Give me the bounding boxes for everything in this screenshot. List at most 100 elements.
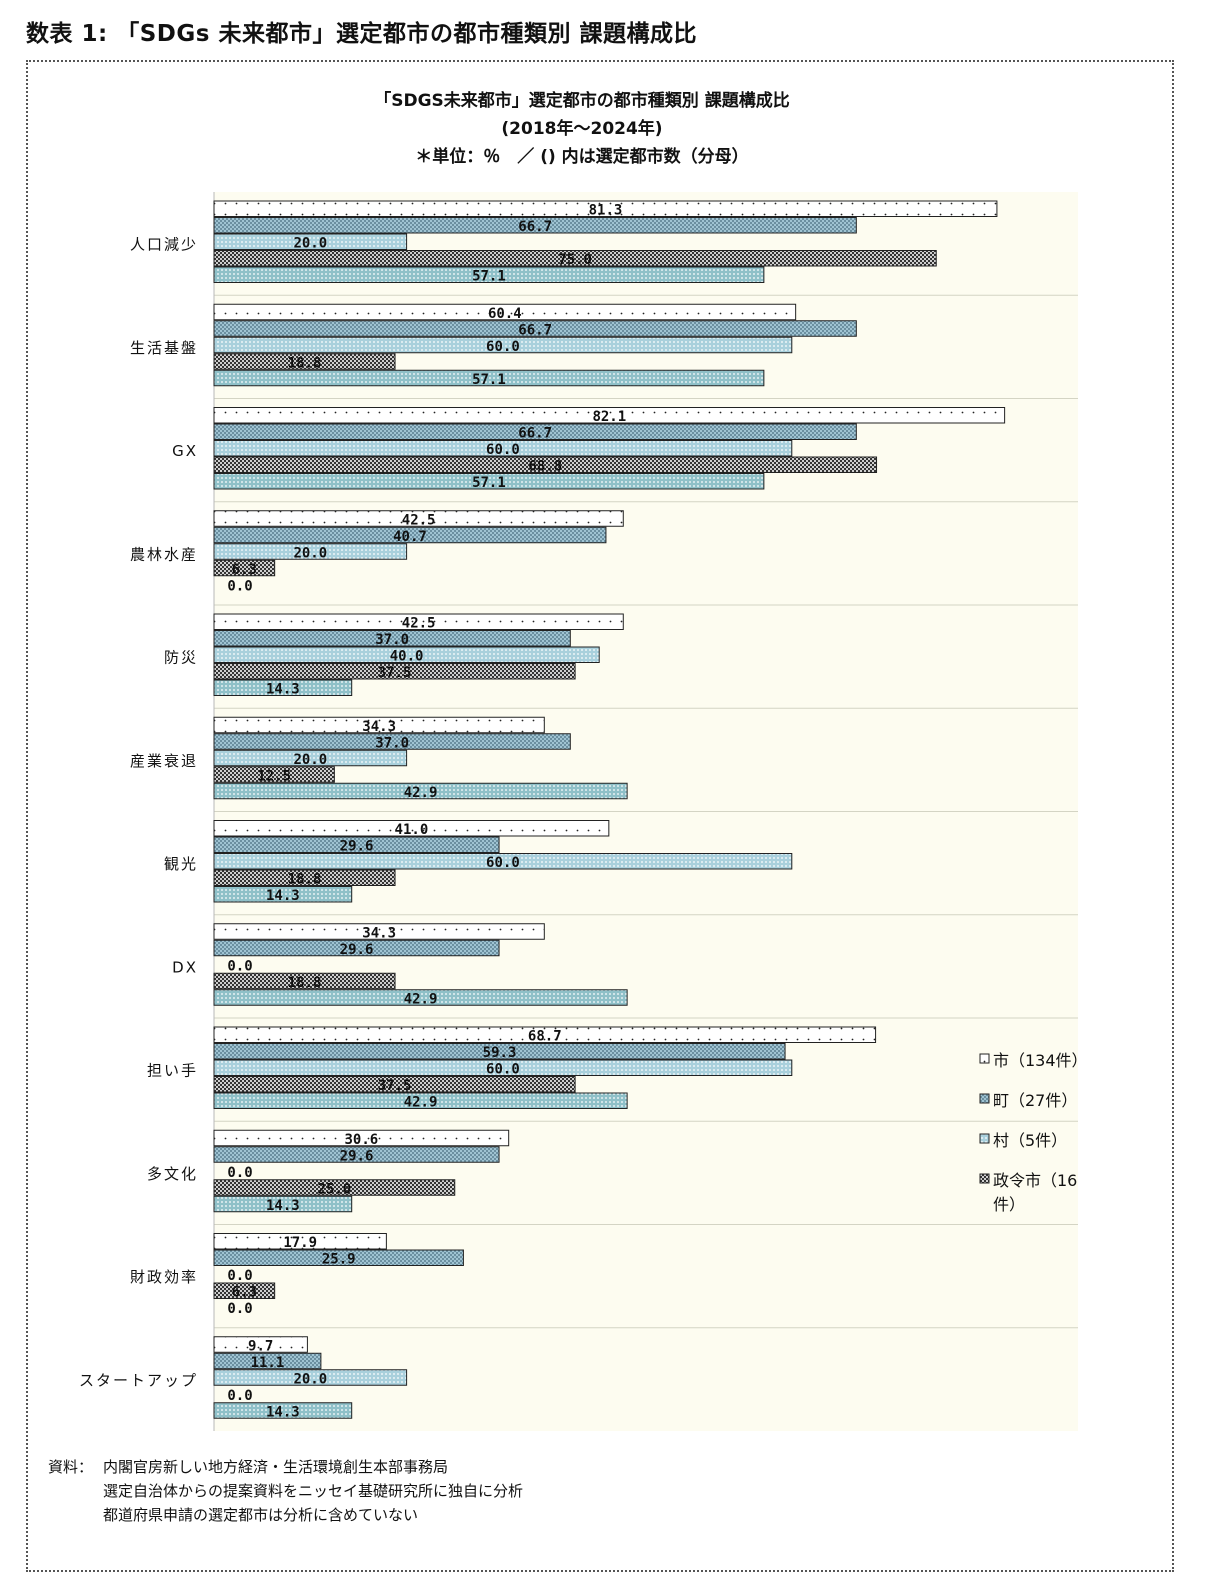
bar bbox=[213, 630, 571, 647]
data-label: 6.3 bbox=[232, 1285, 257, 1301]
category-label: スタートアップ bbox=[79, 1371, 198, 1389]
data-label: 68.8 bbox=[528, 459, 562, 475]
data-label: 6.3 bbox=[232, 562, 257, 578]
data-label: 42.5 bbox=[402, 512, 436, 528]
bar bbox=[213, 663, 576, 680]
bar bbox=[213, 820, 610, 837]
bar bbox=[213, 233, 408, 250]
bar bbox=[213, 559, 276, 577]
data-label: 42.9 bbox=[404, 1095, 438, 1111]
legend-label: 市（134件） bbox=[993, 1051, 1088, 1070]
source-line: 都道府県申請の選定都市は分析に含めていない bbox=[103, 1506, 419, 1524]
data-label: 14.3 bbox=[266, 1404, 300, 1420]
data-label: 30.6 bbox=[344, 1132, 378, 1148]
data-label: 41.0 bbox=[395, 822, 429, 838]
legend-label: 町（27件） bbox=[993, 1091, 1077, 1110]
data-label: 20.0 bbox=[293, 752, 327, 768]
bar bbox=[213, 836, 500, 853]
data-label: 29.6 bbox=[340, 942, 374, 958]
bar bbox=[213, 353, 396, 370]
bar bbox=[213, 939, 500, 957]
category-label: 多文化 bbox=[147, 1165, 198, 1183]
data-label: 42.9 bbox=[404, 785, 438, 801]
bar bbox=[213, 972, 396, 990]
data-label: 18.8 bbox=[288, 355, 322, 371]
bar bbox=[213, 1076, 576, 1093]
bar bbox=[213, 510, 624, 527]
bar bbox=[213, 646, 600, 663]
bar bbox=[213, 1336, 308, 1353]
data-label: 57.1 bbox=[472, 372, 506, 388]
data-label: 14.3 bbox=[266, 1198, 300, 1214]
category-label: 農林水産 bbox=[130, 545, 198, 563]
data-label: 60.0 bbox=[486, 339, 520, 355]
category-label: 生活基盤 bbox=[130, 339, 198, 357]
data-label: 60.0 bbox=[486, 855, 520, 871]
data-label: 37.0 bbox=[375, 735, 409, 751]
bar bbox=[213, 336, 793, 354]
category-label: 防災 bbox=[164, 649, 198, 667]
bar bbox=[213, 543, 408, 560]
data-label: 75.0 bbox=[558, 252, 592, 268]
data-label: 20.0 bbox=[293, 1371, 327, 1387]
category-label: 人口減少 bbox=[130, 236, 198, 254]
legend-swatch bbox=[979, 1053, 990, 1064]
bar bbox=[213, 613, 624, 630]
bar bbox=[213, 1369, 408, 1386]
bar bbox=[213, 266, 765, 283]
data-label: 42.9 bbox=[404, 991, 438, 1007]
bar bbox=[213, 716, 545, 734]
chart-title: 「SDGS未来都市」選定都市の都市種類別 課題構成比 bbox=[374, 90, 789, 111]
category-label: 財政効率 bbox=[130, 1268, 198, 1286]
data-label: 60.0 bbox=[486, 442, 520, 458]
data-label: 14.3 bbox=[266, 888, 300, 904]
data-label: 40.7 bbox=[393, 529, 427, 545]
data-label: 68.7 bbox=[528, 1029, 562, 1045]
data-label: 40.0 bbox=[390, 649, 424, 665]
data-label: 11.1 bbox=[251, 1355, 285, 1371]
data-label: 0.0 bbox=[227, 1388, 252, 1404]
data-label: 0.0 bbox=[227, 578, 252, 594]
bar bbox=[213, 1195, 353, 1213]
bar bbox=[213, 1059, 793, 1076]
bar bbox=[213, 526, 607, 544]
data-label: 34.3 bbox=[362, 719, 396, 735]
bar bbox=[213, 1233, 387, 1250]
legend-swatch bbox=[979, 1133, 990, 1144]
data-label: 0.0 bbox=[227, 1301, 252, 1317]
data-label: 9.7 bbox=[248, 1338, 273, 1354]
bar bbox=[213, 440, 793, 457]
bar bbox=[213, 1092, 628, 1109]
data-label: 20.0 bbox=[293, 236, 327, 252]
bar bbox=[213, 407, 1006, 424]
data-label: 18.8 bbox=[288, 872, 322, 888]
data-label: 37.0 bbox=[375, 632, 409, 648]
data-label: 14.3 bbox=[266, 682, 300, 698]
data-label: 66.7 bbox=[518, 426, 552, 442]
data-label: 20.0 bbox=[293, 545, 327, 561]
data-label: 57.1 bbox=[472, 269, 506, 285]
legend-swatch bbox=[979, 1173, 990, 1184]
bar bbox=[213, 423, 857, 440]
data-label: 60.0 bbox=[486, 1062, 520, 1078]
bar bbox=[213, 989, 628, 1006]
legend-label: 村（5件） bbox=[993, 1131, 1067, 1150]
bar bbox=[213, 1352, 322, 1370]
category-label: 産業衰退 bbox=[130, 752, 198, 770]
bar bbox=[213, 1146, 500, 1163]
data-label: 37.5 bbox=[378, 1078, 412, 1094]
data-label: 0.0 bbox=[227, 1268, 252, 1284]
data-label: 0.0 bbox=[227, 1165, 252, 1181]
data-label: 0.0 bbox=[227, 958, 252, 974]
bar bbox=[213, 782, 628, 800]
data-label: 29.6 bbox=[340, 839, 374, 855]
data-label: 42.5 bbox=[402, 616, 436, 632]
bar bbox=[213, 923, 545, 940]
legend-label: 政令市（16 bbox=[993, 1171, 1077, 1190]
bar bbox=[213, 1402, 353, 1419]
bar bbox=[213, 1026, 877, 1043]
chart-subtitle: (2018年～2024年) bbox=[501, 118, 662, 139]
bar bbox=[213, 1129, 510, 1147]
data-label: 81.3 bbox=[589, 203, 623, 219]
